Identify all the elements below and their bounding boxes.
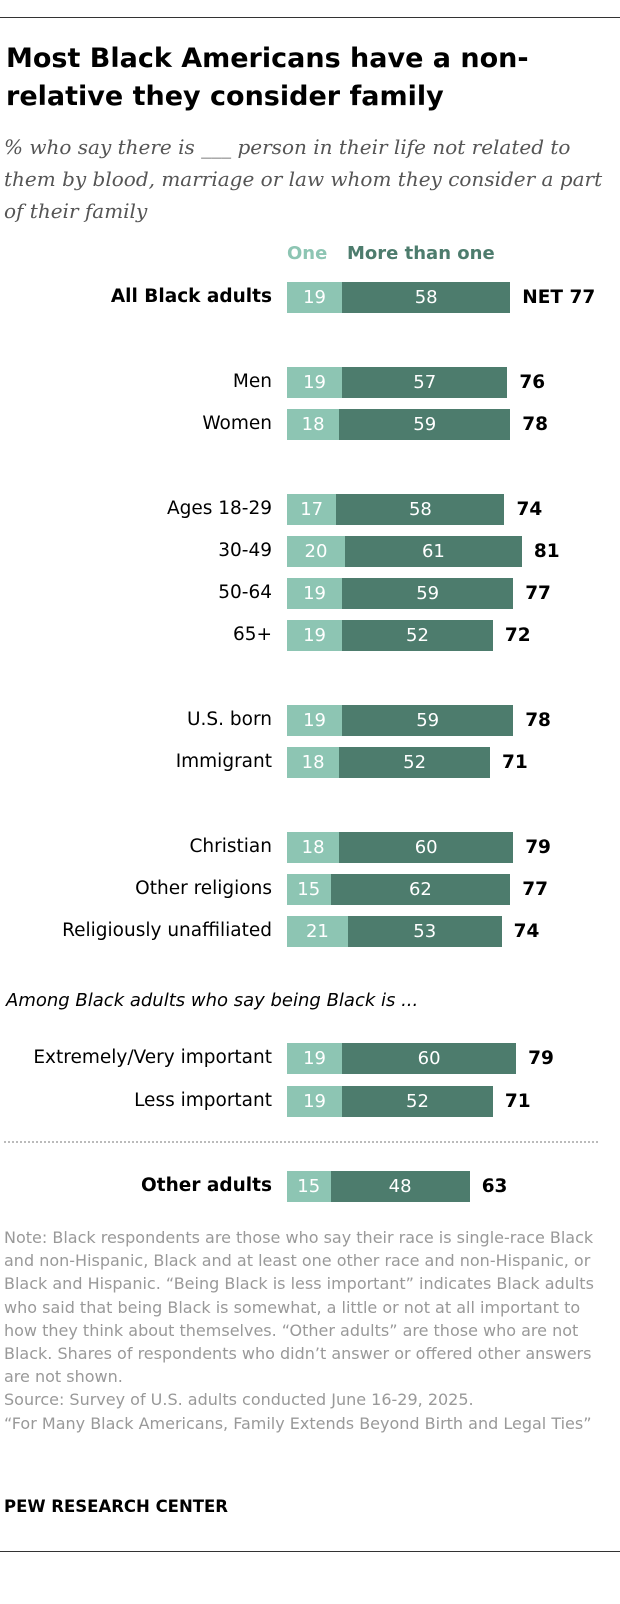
- net-value: 76: [519, 372, 546, 393]
- bar-segment-more-than-one: 60: [339, 832, 514, 863]
- row-label: U.S. born: [187, 709, 272, 730]
- bar-segment-one: 17: [287, 494, 337, 525]
- notes: Note: Black respondents are those who sa…: [4, 1226, 604, 1435]
- bar-segment-one: 18: [287, 747, 340, 778]
- row-label: Other adults: [141, 1175, 272, 1196]
- bar-segment-more-than-one: 48: [330, 1171, 470, 1202]
- row-label: Immigrant: [175, 751, 272, 772]
- row-label: Women: [202, 413, 272, 434]
- net-value: 77: [522, 879, 549, 900]
- bar-segment-one: 19: [287, 578, 343, 609]
- row-label: Christian: [189, 836, 272, 857]
- row-label: Men: [232, 371, 272, 392]
- row-label: Extremely/Very important: [33, 1047, 272, 1068]
- dotted-divider: [4, 1141, 598, 1143]
- net-value: 78: [525, 710, 551, 731]
- net-value: 77: [525, 583, 551, 604]
- net-value: 63: [481, 1176, 508, 1197]
- report-title: “For Many Black Americans, Family Extend…: [4, 1413, 592, 1433]
- bar-segment-one: 18: [287, 409, 340, 440]
- legend-one: One: [287, 243, 328, 264]
- bottom-rule: [0, 1551, 620, 1552]
- bar-segment-more-than-one: 59: [339, 409, 511, 440]
- row-label: Less important: [134, 1090, 272, 1111]
- row-label: 50-64: [218, 582, 272, 603]
- bar-segment-more-than-one: 52: [339, 747, 490, 778]
- row-label: 65+: [232, 624, 272, 645]
- row-label: 30-49: [218, 540, 272, 561]
- bar-segment-more-than-one: 61: [345, 536, 522, 567]
- bar-segment-more-than-one: 59: [342, 705, 514, 736]
- bar-segment-one: 19: [287, 367, 343, 398]
- source-text: Source: Survey of U.S. adults conducted …: [4, 1390, 474, 1410]
- net-value: 74: [516, 499, 543, 520]
- bar-segment-more-than-one: 52: [342, 620, 493, 651]
- chart-subtitle: % who say there is ___ person in their l…: [4, 135, 603, 223]
- bar-segment-more-than-one: 59: [342, 578, 514, 609]
- bar-segment-one: 19: [287, 282, 343, 313]
- net-value: 79: [528, 1048, 554, 1069]
- bar-segment-more-than-one: 53: [347, 916, 502, 947]
- net-value: 71: [504, 1091, 531, 1112]
- net-value: 71: [502, 752, 528, 773]
- bar-segment-one: 21: [287, 916, 348, 947]
- chart-title: Most Black Americans have a non-relative…: [6, 43, 529, 112]
- legend-more-than-one: More than one: [347, 243, 495, 264]
- net-value: 79: [525, 837, 551, 858]
- bar-segment-one: 20: [287, 536, 345, 567]
- net-value: 72: [504, 625, 531, 646]
- row-label: Other religions: [135, 878, 272, 899]
- bar-segment-one: 19: [287, 1043, 343, 1074]
- bar-segment-more-than-one: 57: [342, 367, 508, 398]
- bar-segment-one: 18: [287, 832, 340, 863]
- net-value: 81: [533, 541, 560, 562]
- net-value: 78: [522, 414, 549, 435]
- bar-segment-more-than-one: 58: [342, 282, 511, 313]
- row-label: Ages 18-29: [166, 498, 272, 519]
- bar-segment-one: 15: [287, 874, 331, 905]
- bar-segment-one: 15: [287, 1171, 331, 1202]
- net-value: NET 77: [522, 287, 596, 308]
- bar-segment-more-than-one: 62: [330, 874, 511, 905]
- org-name: PEW RESEARCH CENTER: [4, 1497, 228, 1516]
- bar-segment-one: 19: [287, 620, 343, 651]
- row-label: Religiously unaffiliated: [62, 920, 272, 941]
- net-value: 74: [513, 921, 540, 942]
- top-rule: [0, 17, 620, 18]
- bar-segment-more-than-one: 52: [342, 1086, 493, 1117]
- bar-segment-more-than-one: 60: [342, 1043, 517, 1074]
- bar-segment-more-than-one: 58: [336, 494, 505, 525]
- section-note: Among Black adults who say being Black i…: [6, 990, 419, 1011]
- bar-segment-one: 19: [287, 1086, 343, 1117]
- bar-segment-one: 19: [287, 705, 343, 736]
- note-text: Note: Black respondents are those who sa…: [4, 1228, 594, 1387]
- row-label: All Black adults: [110, 286, 272, 307]
